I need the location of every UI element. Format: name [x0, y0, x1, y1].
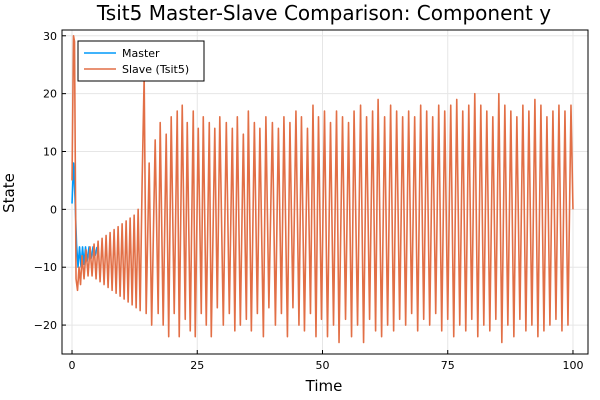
x-tick-label: 25 [190, 359, 204, 372]
legend-entry: Slave (Tsit5) [122, 63, 189, 76]
x-tick-label: 75 [441, 359, 455, 372]
plot-frame [61, 29, 589, 355]
series-line-slave [71, 34, 574, 344]
y-tick-label: −20 [34, 319, 57, 332]
x-tick-label: 50 [315, 359, 329, 372]
y-axis-label: State [0, 173, 18, 213]
x-axis-label: Time [305, 377, 343, 395]
y-tick-label: −10 [34, 261, 57, 274]
x-tick-label: 100 [562, 359, 583, 372]
y-tick-label: 30 [43, 30, 57, 43]
series-layer [71, 34, 574, 344]
chart-title: Tsit5 Master-Slave Comparison: Component… [96, 1, 551, 25]
x-tick-label: 0 [69, 359, 76, 372]
legend-entry: Master [122, 47, 160, 60]
y-tick-label: 20 [43, 88, 57, 101]
legend: Master Slave (Tsit5) [77, 40, 205, 82]
y-tick-label: 0 [50, 203, 57, 216]
axis-ticks: 0 25 50 75 100 −20 −10 0 10 20 30 [34, 30, 584, 372]
legend-box [77, 40, 205, 82]
y-tick-label: 10 [43, 146, 57, 159]
